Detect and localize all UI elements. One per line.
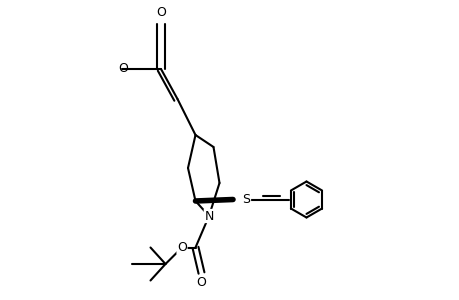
Text: S: S [242, 193, 250, 206]
Text: O: O [118, 62, 129, 76]
Text: O: O [177, 241, 186, 254]
Text: N: N [204, 209, 213, 223]
Text: O: O [156, 7, 166, 20]
Text: O: O [196, 276, 206, 289]
